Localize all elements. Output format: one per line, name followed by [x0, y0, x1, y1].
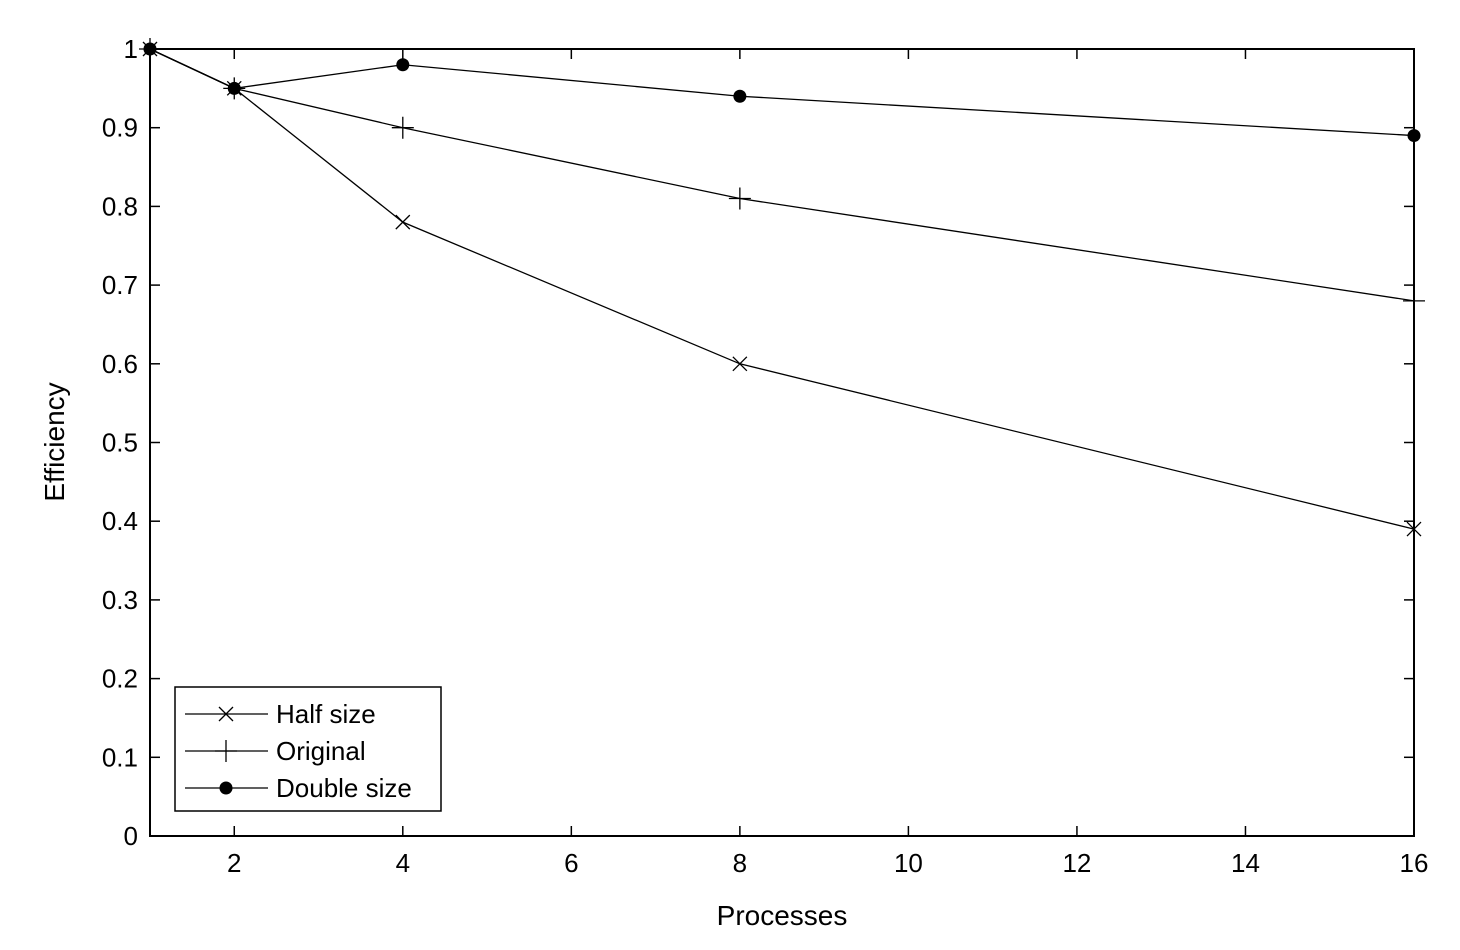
x-tick-label: 2 [227, 848, 241, 878]
data-point [227, 81, 241, 95]
legend-item: Half size [185, 699, 376, 729]
legend-label: Half size [276, 699, 376, 729]
x-tick-label: 4 [396, 848, 410, 878]
series-line [149, 48, 1415, 302]
x-tick-label: 14 [1231, 848, 1260, 878]
legend: Half size Original Double size [174, 686, 442, 812]
y-tick-label: 0.9 [102, 113, 138, 143]
x-tick-label: 10 [894, 848, 923, 878]
series-line [149, 48, 1415, 137]
data-point [396, 58, 410, 72]
y-tick-label: 0.7 [102, 270, 138, 300]
legend-marker-icon [215, 740, 237, 762]
legend-item: Double size [185, 773, 412, 803]
legend-marker-icon [218, 706, 234, 722]
y-tick-label: 0.3 [102, 585, 138, 615]
data-point [1403, 289, 1425, 312]
y-tick-label: 0.2 [102, 664, 138, 694]
series-half-size [142, 41, 1422, 537]
data-point [391, 116, 414, 139]
x-tick-label: 16 [1400, 848, 1429, 878]
y-axis-label: Efficiency [39, 382, 70, 501]
legend-label: Double size [276, 773, 412, 803]
x-tick-label: 12 [1062, 848, 1091, 878]
legend-marker-icon [219, 781, 233, 795]
y-tick-label: 0.8 [102, 191, 138, 221]
y-tick-label: 0 [124, 821, 138, 851]
data-point [728, 187, 751, 210]
y-tick-label: 0.6 [102, 349, 138, 379]
legend-label: Original [276, 736, 366, 766]
y-tick-label: 0.4 [102, 506, 138, 536]
data-point [395, 214, 411, 230]
x-tick-label: 8 [733, 848, 747, 878]
y-tick-label: 1 [124, 34, 138, 64]
data-point [143, 42, 157, 56]
data-point [733, 89, 747, 103]
x-tick-label: 6 [564, 848, 578, 878]
series-double-size [143, 42, 1421, 143]
data-point [1407, 129, 1421, 143]
data-point [1406, 521, 1422, 537]
series-line [149, 48, 1415, 530]
x-axis-label: Processes [717, 900, 848, 931]
y-tick-label: 0.5 [102, 428, 138, 458]
series-original [139, 38, 1425, 312]
y-tick-label: 0.1 [102, 742, 138, 772]
legend-item: Original [185, 736, 366, 766]
data-point [732, 356, 748, 372]
